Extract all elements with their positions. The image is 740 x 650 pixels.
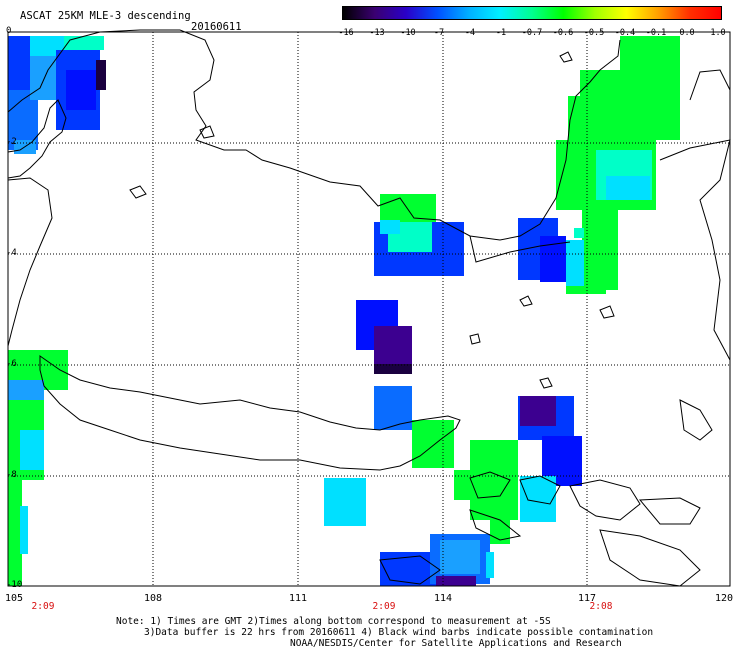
swath-cell: [412, 420, 454, 468]
color-scale-tick-label: -10: [400, 28, 416, 38]
coastlines: [7, 29, 731, 587]
swath-cell: [486, 552, 494, 578]
coastline-sumatra: [7, 99, 67, 179]
swath-cell: [8, 480, 22, 586]
longitude-label: 105: [4, 593, 24, 604]
swath-cell: [380, 220, 400, 234]
color-scale-tick-label: 0.0: [679, 28, 695, 38]
swath-cell: [566, 240, 584, 286]
color-scale-tick-label: -16: [338, 28, 354, 38]
swath-cell: [20, 430, 44, 470]
swath-cell: [20, 506, 28, 554]
color-scale-tick-label: -0.7: [521, 28, 543, 38]
swath-cell: [436, 576, 476, 586]
swath-cell: [30, 36, 64, 56]
color-scale-tick-label: -13: [369, 28, 385, 38]
latitude-label: -10: [6, 580, 23, 590]
coastline-java: [39, 355, 461, 471]
product-date: 20160611: [191, 21, 242, 33]
swath-cell: [8, 36, 30, 96]
note-line-3: NOAA/NESDIS/Center for Satellite Applica…: [290, 638, 622, 649]
color-scale-tick-label: -0.1: [645, 28, 667, 38]
note-line-1: Note: 1) Times are GMT 2)Times along bot…: [116, 616, 551, 627]
color-scale-tick-label: -4: [464, 28, 476, 38]
color-scale-bar: [342, 6, 722, 20]
swath-cell: [374, 364, 412, 374]
longitude-label: 114: [433, 593, 453, 604]
swath-cell: [606, 176, 650, 200]
swath-cell: [374, 386, 412, 430]
product-title: ASCAT 25KM MLE-3 descending: [20, 10, 191, 22]
swath-cell: [66, 70, 96, 110]
swath-cell: [540, 236, 566, 282]
swath-cell: [574, 228, 584, 238]
note-line-2: 3)Data buffer is 22 hrs from 20160611 4)…: [144, 627, 654, 638]
color-scale-tick-label: 1.0: [710, 28, 726, 38]
color-scale-tick-label: -7: [433, 28, 445, 38]
longitude-label: 108: [143, 593, 163, 604]
swath-cell: [324, 478, 366, 526]
longitude-label: 117: [577, 593, 597, 604]
coastline-borneo: [7, 29, 621, 241]
measurement-time-label: 2:09: [31, 601, 55, 612]
measurement-time-label: 2:09: [372, 601, 396, 612]
latitude-label: -8: [6, 470, 17, 480]
coastline-sulawesi: [659, 139, 731, 361]
longitude-label: 120: [714, 593, 734, 604]
swath-cell: [454, 470, 498, 500]
color-scale-tick-label: -0.6: [552, 28, 574, 38]
swath-cell: [64, 36, 104, 50]
latitude-label: -6: [6, 359, 17, 369]
swath-cell: [520, 396, 556, 426]
color-scale-tick-label: -0.4: [614, 28, 636, 38]
color-scale-tick-label: -0.5: [583, 28, 605, 38]
swath-cell: [440, 540, 480, 574]
scatterometer-swath-cells: [8, 36, 680, 586]
longitude-label: 111: [288, 593, 308, 604]
swath-cell: [568, 96, 588, 146]
swath-cell: [96, 60, 106, 90]
measurement-time-label: 2:08: [589, 601, 613, 612]
latitude-label: 0: [6, 26, 12, 36]
swath-cell: [520, 476, 556, 522]
plot-frame: [7, 31, 731, 587]
graticule: [8, 32, 730, 586]
latitude-label: -4: [6, 248, 17, 258]
color-scale-tick-label: -1: [495, 28, 507, 38]
swath-cell: [580, 70, 680, 140]
latitude-label: -2: [6, 137, 17, 147]
